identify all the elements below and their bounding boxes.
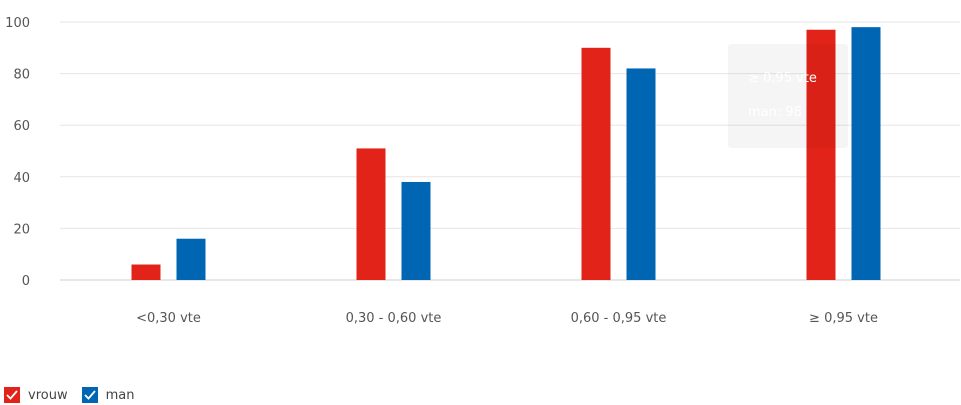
tooltip: ≥ 0,95 vte man: 98 [728, 44, 848, 148]
check-icon [6, 390, 18, 400]
y-tick-label: 60 [13, 119, 30, 134]
x-tick-label: 0,30 - 0,60 vte [346, 311, 442, 326]
y-tick-label: 40 [13, 171, 30, 186]
y-tick-label: 20 [13, 222, 30, 237]
x-axis-ticks: <0,30 vte 0,30 - 0,60 vte 0,60 - 0,95 vte ≥… [136, 311, 878, 326]
y-tick-label: 80 [13, 68, 30, 83]
bar-vrouw-2[interactable] [581, 47, 611, 280]
y-axis-ticks: 0 20 40 60 80 100 [5, 16, 30, 289]
legend-item-man[interactable]: man [81, 387, 135, 403]
tooltip-value: man: 98 [748, 105, 802, 120]
bar-man-0[interactable] [176, 238, 206, 280]
y-tick-label: 100 [5, 16, 30, 31]
bar-vrouw-1[interactable] [356, 148, 386, 280]
tooltip-title: ≥ 0,95 vte [748, 71, 817, 86]
bar-man-2[interactable] [626, 68, 656, 280]
checkbox-vrouw[interactable] [4, 387, 20, 403]
y-tick-label: 0 [22, 274, 30, 289]
bars [131, 27, 881, 280]
legend-label-vrouw: vrouw [28, 387, 68, 403]
tooltip-background [728, 44, 848, 148]
bar-chart: 0 20 40 60 80 100 <0,30 vte 0,30 - 0,60 vte 0,6… [5, 16, 960, 326]
bar-vrouw-3[interactable] [806, 29, 836, 280]
legend: vrouw man [4, 386, 148, 404]
bar-man-3[interactable] [851, 27, 881, 280]
bar-vrouw-0[interactable] [131, 264, 161, 280]
x-tick-label: 0,60 - 0,95 vte [571, 311, 667, 326]
checkbox-man[interactable] [81, 387, 98, 403]
check-icon [83, 390, 96, 400]
legend-label-man: man [105, 387, 135, 403]
x-tick-label: ≥ 0,95 vte [809, 311, 878, 326]
bar-man-1[interactable] [401, 181, 431, 280]
x-tick-label: <0,30 vte [136, 311, 201, 326]
legend-item-vrouw[interactable]: vrouw [4, 387, 68, 403]
